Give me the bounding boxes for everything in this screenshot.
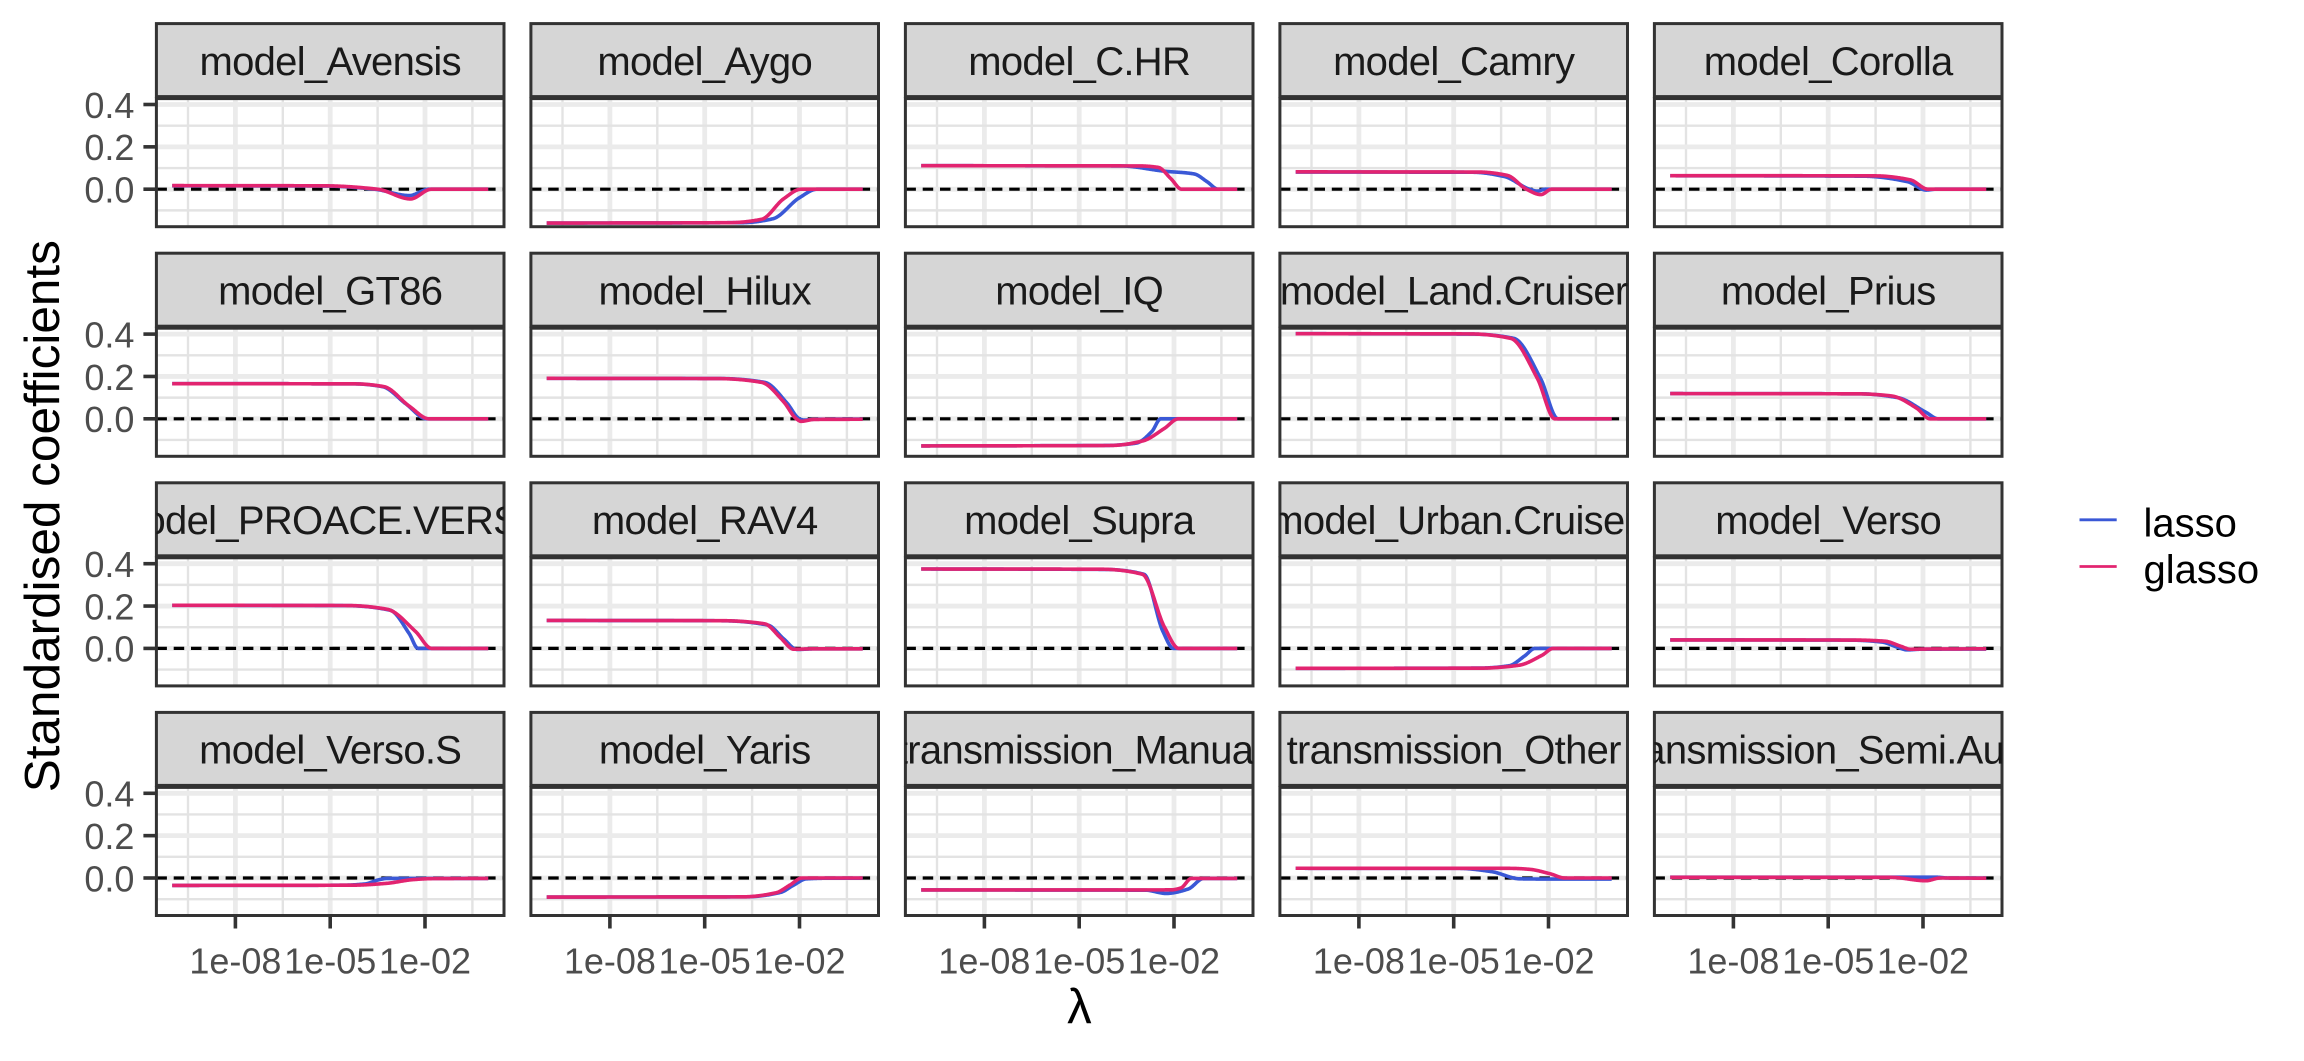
svg-text:0.0: 0.0	[84, 629, 134, 670]
svg-text:0.4: 0.4	[84, 314, 134, 355]
svg-text:1e-05: 1e-05	[1408, 941, 1500, 982]
svg-text:glasso: glasso	[2144, 548, 2260, 592]
svg-text:1e-02: 1e-02	[1128, 941, 1220, 982]
svg-text:0.2: 0.2	[84, 816, 134, 857]
svg-text:model_Corolla: model_Corolla	[1704, 40, 1954, 84]
svg-text:transmission_Semi.Auto: transmission_Semi.Auto	[1620, 729, 2036, 773]
svg-text:0.2: 0.2	[84, 357, 134, 398]
svg-text:1e-05: 1e-05	[1033, 941, 1125, 982]
svg-text:1e-05: 1e-05	[284, 941, 376, 982]
svg-text:0.2: 0.2	[84, 586, 134, 627]
svg-text:model_Prius: model_Prius	[1721, 270, 1936, 314]
svg-text:0.0: 0.0	[84, 399, 134, 440]
svg-text:0.0: 0.0	[84, 858, 134, 899]
svg-text:model_IQ: model_IQ	[995, 270, 1163, 314]
svg-text:model_Avensis: model_Avensis	[199, 40, 460, 84]
svg-text:model_Land.Cruiser: model_Land.Cruiser	[1280, 270, 1628, 314]
svg-text:model_PROACE.VERSO: model_PROACE.VERSO	[111, 499, 550, 543]
svg-text:lasso: lasso	[2144, 501, 2237, 545]
svg-text:Standardised coefficients: Standardised coefficients	[15, 240, 70, 792]
svg-text:0.2: 0.2	[84, 127, 134, 168]
svg-text:model_Aygo: model_Aygo	[597, 40, 812, 84]
svg-text:1e-08: 1e-08	[938, 941, 1030, 982]
svg-text:0.4: 0.4	[84, 544, 134, 585]
svg-text:model_Urban.Cruiser: model_Urban.Cruiser	[1270, 499, 1637, 543]
svg-text:0.4: 0.4	[84, 85, 134, 126]
svg-text:model_Camry: model_Camry	[1333, 40, 1575, 84]
svg-text:model_C.HR: model_C.HR	[968, 40, 1190, 84]
svg-text:1e-02: 1e-02	[379, 941, 471, 982]
svg-text:model_Hilux: model_Hilux	[598, 270, 811, 314]
svg-text:1e-05: 1e-05	[1782, 941, 1874, 982]
svg-text:model_GT86: model_GT86	[218, 270, 442, 314]
svg-text:1e-05: 1e-05	[659, 941, 751, 982]
svg-text:1e-08: 1e-08	[189, 941, 281, 982]
svg-text:0.4: 0.4	[84, 774, 134, 815]
svg-text:1e-08: 1e-08	[1687, 941, 1779, 982]
svg-text:model_Verso.S: model_Verso.S	[199, 729, 461, 773]
svg-text:model_RAV4: model_RAV4	[592, 499, 818, 543]
svg-text:transmission_Manual: transmission_Manual	[897, 729, 1262, 773]
svg-text:1e-08: 1e-08	[1313, 941, 1405, 982]
svg-text:1e-02: 1e-02	[753, 941, 845, 982]
svg-text:model_Supra: model_Supra	[964, 499, 1196, 543]
svg-text:model_Yaris: model_Yaris	[599, 729, 811, 773]
svg-text:λ: λ	[1067, 979, 1092, 1034]
svg-text:1e-02: 1e-02	[1877, 941, 1969, 982]
svg-text:transmission_Other: transmission_Other	[1287, 729, 1622, 773]
svg-text:1e-08: 1e-08	[564, 941, 656, 982]
svg-text:1e-02: 1e-02	[1502, 941, 1594, 982]
svg-text:0.0: 0.0	[84, 170, 134, 211]
svg-text:model_Verso: model_Verso	[1715, 499, 1941, 543]
